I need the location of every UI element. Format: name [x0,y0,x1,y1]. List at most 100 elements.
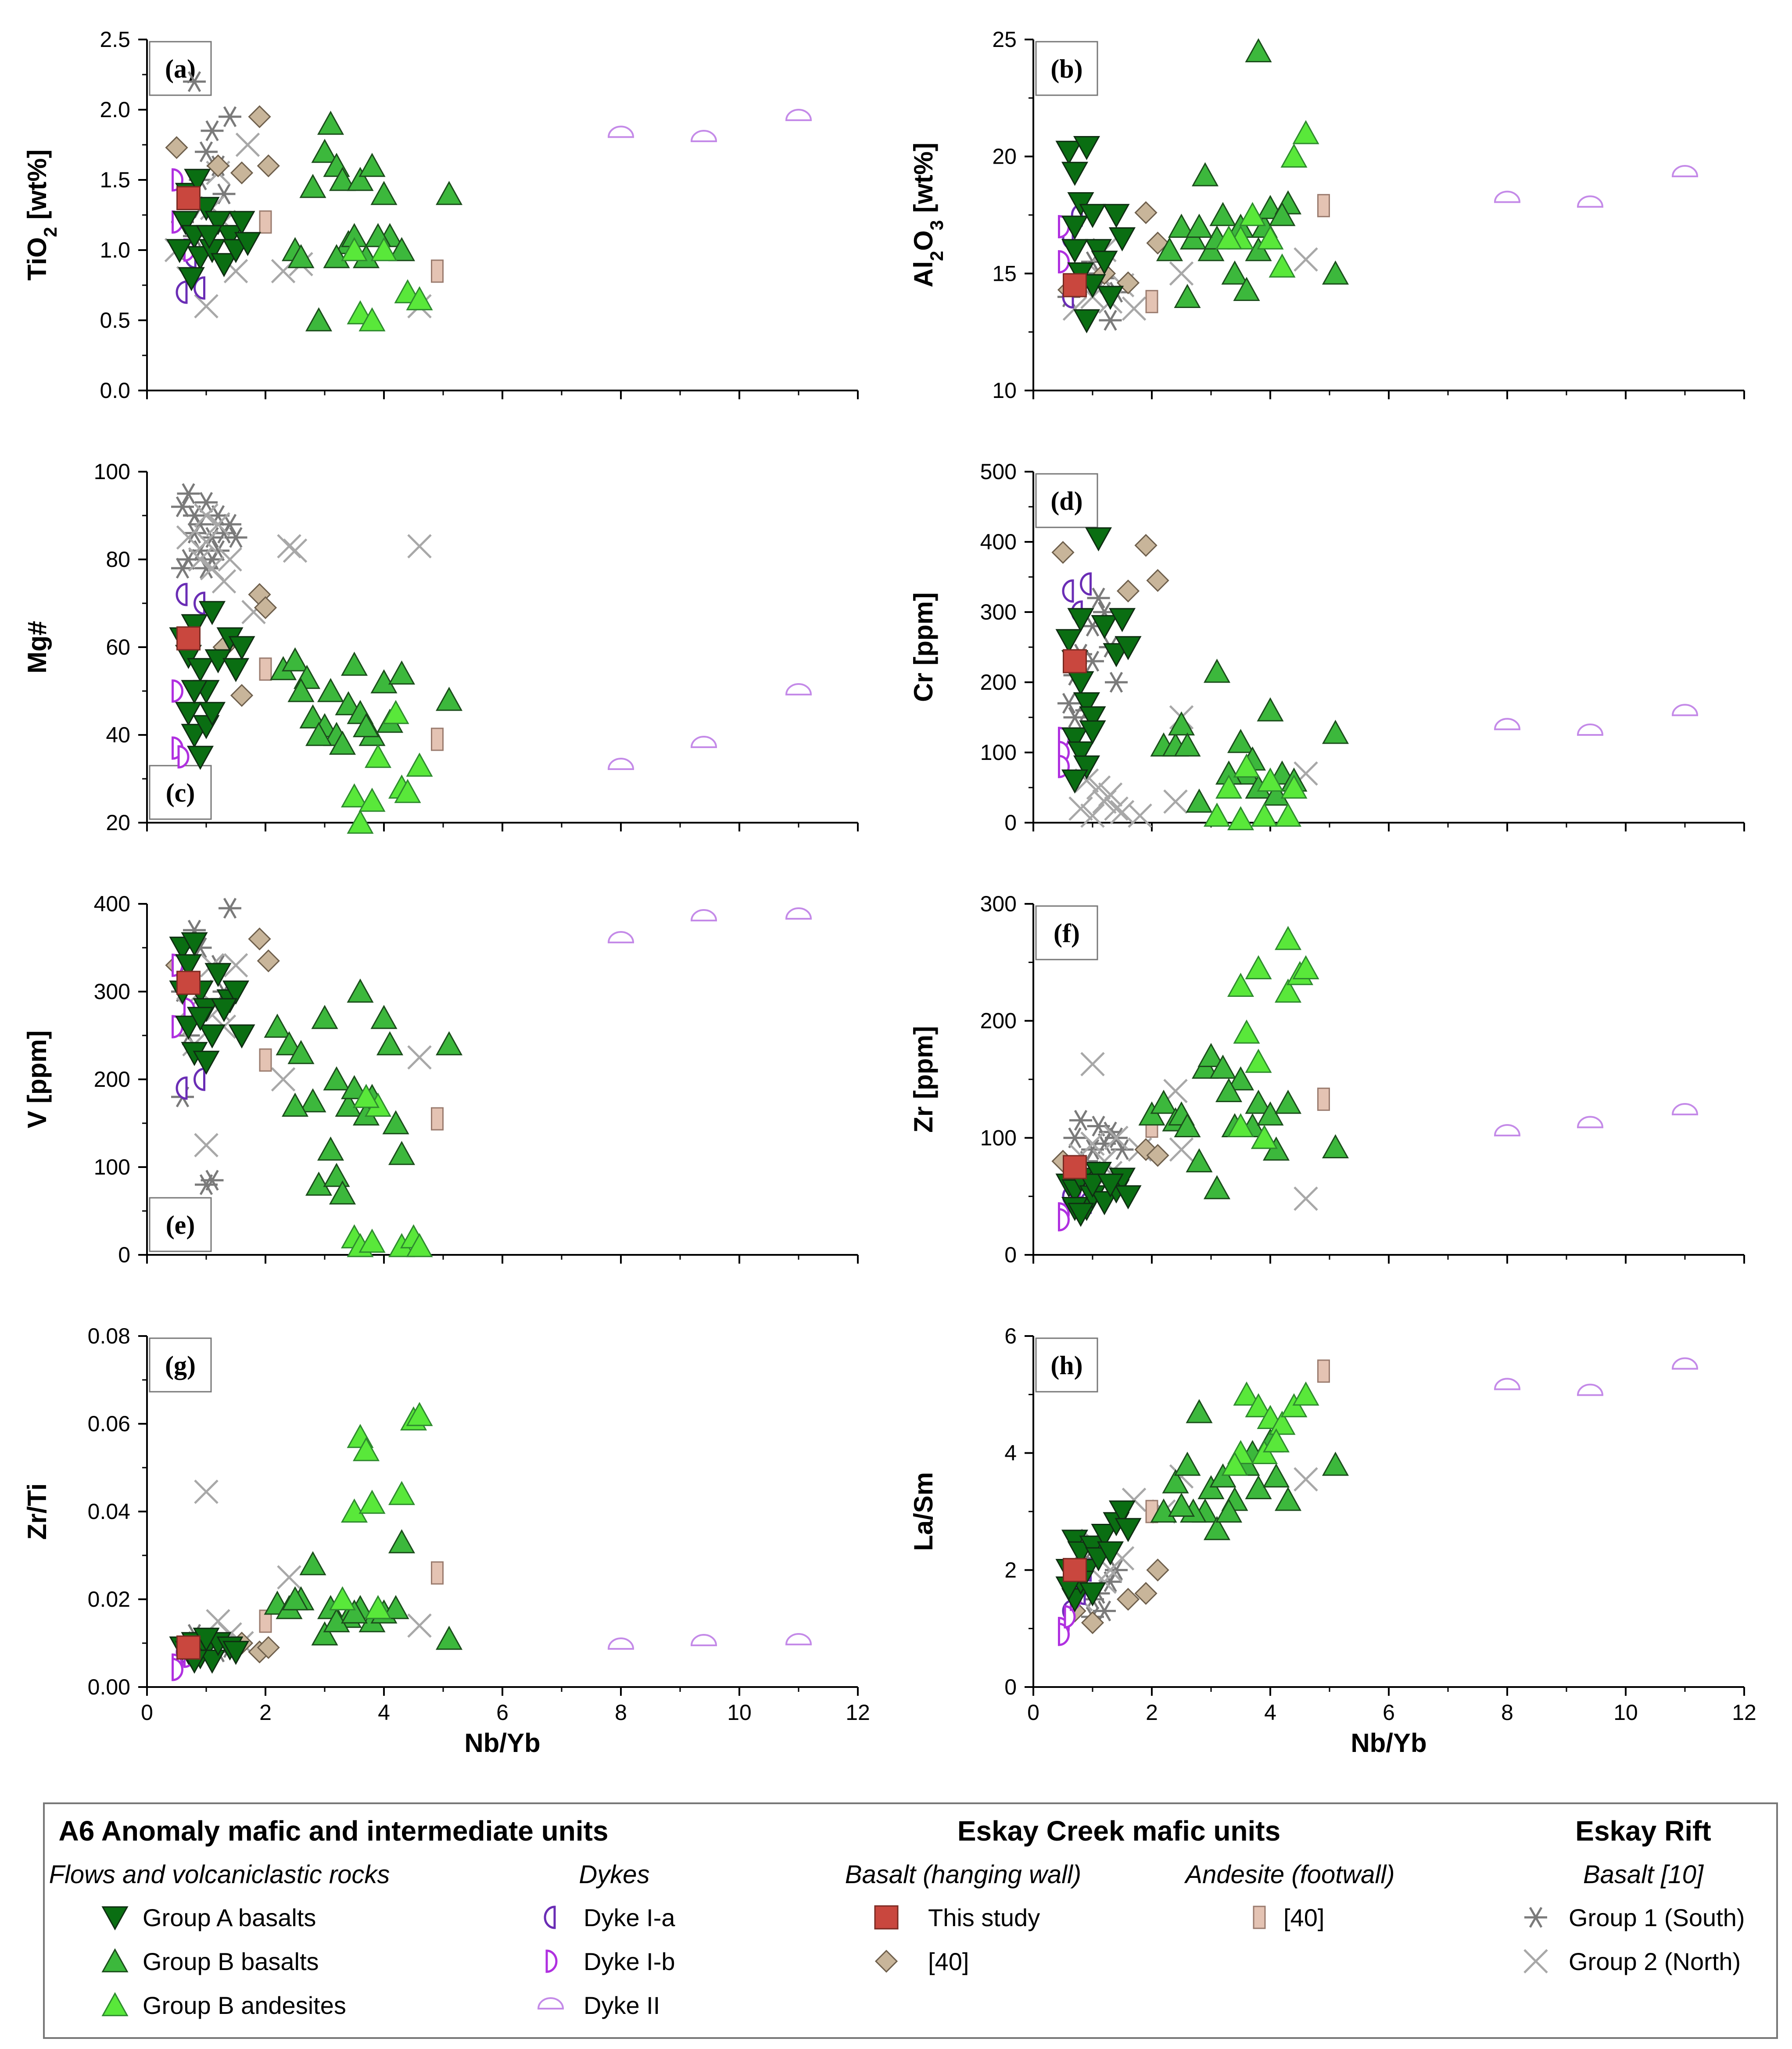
point-groupB-andesite [1215,225,1243,250]
y-tick-label: 100 [94,1155,130,1179]
point-groupB-andesite [1227,806,1254,831]
point-ec40-andesite [259,1048,272,1072]
point-groupB-andesite [1292,1381,1319,1406]
point-this-study [176,626,201,651]
point-groupA [166,239,193,263]
legend-label-ec-andesite-40: [40] [1283,1904,1324,1931]
legend-symbol-groupB-basalt [101,1948,129,1973]
y-tick-label: 0.00 [88,1675,130,1699]
point-rift-g2 [1122,296,1147,321]
point-groupA [181,724,208,748]
point-groupA [210,253,238,277]
point-rift-g1 [177,483,200,504]
point-groupB-basalt [323,1163,350,1187]
point-groupB-basalt [329,167,356,191]
point-groupA [1108,608,1136,632]
point-rift-g2 [1294,247,1318,272]
y-tick-label: 0.0 [100,378,130,403]
point-rift-g2 [271,1067,296,1092]
point-groupB-basalt [305,722,333,746]
x-tick-label: 6 [1383,1700,1395,1725]
point-groupB-andesite [1280,143,1308,168]
y-tick-label: 20 [992,144,1017,169]
point-groupB-basalt [317,111,344,135]
x-tick-label: 0 [141,1700,153,1725]
point-rift-g2 [1086,775,1111,800]
point-groupB-basalt [1191,162,1219,186]
point-groupB-basalt [1174,283,1201,308]
point-groupB-andesite [1269,1411,1296,1435]
x-axis-title: Nb/Yb [464,1728,540,1758]
point-rift-g2 [1128,803,1152,828]
point-dyke-II [690,909,717,921]
point-dyke-II [1494,190,1521,203]
y-tick-label: 1.5 [100,168,130,192]
point-groupA [198,1024,226,1049]
point-groupB-basalt [317,678,344,702]
point-groupA [1055,629,1082,653]
legend-item-group-b-basalts: Group B basalts [101,1948,319,1975]
point-groupB-basalt [1156,237,1183,261]
y-tick-label: 10 [992,378,1017,403]
point-dyke-II [607,931,634,943]
point-rift-g2 [194,1133,219,1157]
svg-text:(e): (e) [166,1211,195,1239]
point-dyke-II [1577,1383,1604,1396]
point-dyke-Ia [194,591,205,615]
y-axis-title: Zr/Ti [22,1483,52,1540]
x-tick-label: 4 [1264,1700,1276,1725]
point-rift-g1 [224,527,247,548]
point-groupA [1108,227,1136,252]
point-groupB-basalt [299,1088,326,1113]
legend-symbol-groupA [101,1906,129,1931]
point-dyke-Ia [1062,579,1074,603]
point-this-study [1063,1558,1087,1582]
point-groupB-basalt [1150,1089,1177,1114]
point-dyke-II [785,907,812,920]
panel-label-a: (a) [149,41,212,96]
point-groupB-andesite [358,1490,386,1514]
x-tick-label: 2 [1146,1700,1158,1725]
panel-b-points [1055,38,1699,333]
x-tick-label: 2 [259,1700,272,1725]
point-groupA [196,225,223,249]
legend-symbol-dyke-Ib [545,1949,558,1973]
point-dyke-II [1577,724,1604,736]
legend-col2-sub2: Andesite (footwall) [1184,1860,1394,1889]
point-ec40-basalt [1116,271,1140,294]
point-groupA [1097,1541,1124,1566]
y-tick-label: 20 [106,810,130,835]
panel-h-points [1055,1357,1699,1646]
legend-col3-sub1: Basalt [10] [1583,1860,1704,1889]
point-rift-g2 [1163,789,1188,814]
legend-marker-ec40-andesite [1253,1906,1266,1929]
point-this-study [1063,273,1087,297]
y-tick-label: 0.06 [88,1411,130,1436]
point-groupA [1079,1582,1106,1607]
point-dyke-II [607,758,634,770]
panel-label-d: (d) [1035,473,1098,528]
point-rift-g1 [1057,693,1080,714]
point-ec40-andesite [1317,1359,1330,1383]
point-groupB-basalt [1227,1066,1254,1091]
panel-a-points [164,71,812,332]
point-ec40-andesite [1317,194,1330,218]
point-ec40-basalt [1146,231,1169,255]
point-groupB-basalt [382,1110,409,1135]
y-axis-title: La/Sm [909,1472,938,1551]
panel-label-h: (h) [1035,1337,1098,1393]
point-groupB-basalt [287,678,315,702]
point-dyke-Ib [172,679,183,703]
svg-text:(c): (c) [166,778,195,807]
point-groupA [1067,741,1094,766]
point-ec40-basalt [206,154,230,178]
point-groupB-basalt [287,244,315,269]
point-rift-g2 [194,503,219,528]
point-groupB-andesite [364,744,392,768]
point-ec40-basalt [230,161,254,185]
chart-panel-g: 0 2 4 6 8 10 12 0.00 0.02 0.04 0.06 0.08 Zr/Ti Nb/Yb (… [22,1324,870,1758]
point-rift-g2 [194,530,219,554]
chart-panel-h: 0 2 4 6 8 10 12 0 2 4 6 La/Sm Nb/Yb (h) [909,1324,1756,1758]
y-tick-label: 100 [94,459,130,484]
point-groupA [186,658,214,682]
